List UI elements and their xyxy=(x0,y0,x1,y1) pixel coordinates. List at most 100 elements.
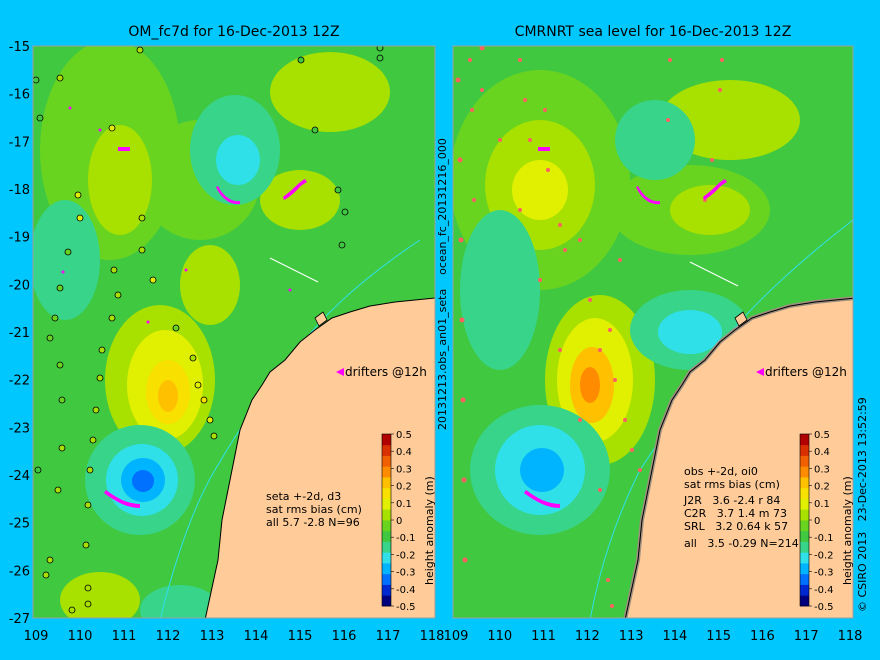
x-tick-label: 113 xyxy=(619,629,644,644)
colorbar-swatch xyxy=(800,487,809,499)
y-tick-label: -16 xyxy=(9,88,30,103)
x-tick-label: 109 xyxy=(24,629,49,644)
x-tick-label: 116 xyxy=(332,629,357,644)
right-stats-line: J2R 3.6 -2.4 r 84 xyxy=(683,494,780,507)
colorbar-swatch xyxy=(382,487,391,499)
drifters-right xyxy=(524,147,727,508)
drifters-legend-left: drifters @12h xyxy=(336,365,427,379)
x-tick-label: 110 xyxy=(487,629,512,644)
colorbar-left: 0.5 0.4 0.3 0.2 0.1 0 -0.1 -0.2 -0.3 -0.4 -0.5 xyxy=(381,430,416,613)
right-stats-line: obs +-2d, oi0 xyxy=(684,465,758,478)
y-tick-label: -21 xyxy=(9,326,30,341)
left-stats-line: seta +-2d, d3 xyxy=(266,490,341,503)
left-map-panel xyxy=(33,46,435,618)
x-tick-label: 114 xyxy=(244,629,269,644)
y-tick-label: -24 xyxy=(9,469,30,484)
colorbar-tick-label: 0 xyxy=(814,516,820,527)
colorbar-swatch xyxy=(800,466,809,478)
colorbar-swatch xyxy=(382,509,391,521)
right-stats: obs +-2d, oi0 sat rms bias (cm) J2R 3.6 … xyxy=(683,465,799,550)
x-tick-label: 111 xyxy=(531,629,556,644)
right-stats-line: SRL 3.2 0.64 k 57 xyxy=(684,520,788,533)
x-tick-label: 115 xyxy=(706,629,731,644)
colorbar-swatch xyxy=(800,509,809,521)
x-axis-labels-right: 109 110 111 112 113 114 115 116 117 118 xyxy=(444,629,863,644)
colorbar-tick-label: 0.3 xyxy=(396,464,412,475)
x-tick-label: 112 xyxy=(575,629,600,644)
colorbar-tick-label: 0.2 xyxy=(396,482,412,493)
drifters-label-left: drifters @12h xyxy=(345,365,427,379)
y-tick-label: -17 xyxy=(9,135,30,150)
x-tick-label: 115 xyxy=(288,629,313,644)
right-stats-line: sat rms bias (cm) xyxy=(684,478,780,491)
y-tick-label: -22 xyxy=(9,374,30,389)
obs-markers-left xyxy=(33,46,384,614)
colorbar-tick-label: 0.4 xyxy=(814,447,830,458)
colorbar-swatch xyxy=(382,477,391,489)
right-map-title: CMRNRT sea level for 16-Dec-2013 12Z xyxy=(515,24,792,40)
colorbar-tick-label: 0.2 xyxy=(814,482,830,493)
colorbar-tick-label: -0.5 xyxy=(814,602,834,613)
drifters-label-right: drifters @12h xyxy=(765,365,847,379)
colorbar-swatch xyxy=(800,584,809,596)
x-tick-label: 117 xyxy=(376,629,401,644)
y-tick-label: -15 xyxy=(9,40,30,55)
colorbar-swatch xyxy=(800,498,809,510)
colorbar-tick-label: 0.5 xyxy=(814,430,830,441)
y-tick-label: -19 xyxy=(9,231,30,246)
x-tick-label: 118 xyxy=(838,629,863,644)
colorbar-swatch xyxy=(800,455,809,467)
colorbar-swatch xyxy=(382,552,391,564)
left-stats-line: all 5.7 -2.8 N=96 xyxy=(266,516,360,529)
colorbar-swatch xyxy=(382,434,391,446)
colorbar-swatch xyxy=(800,563,809,575)
colorbar-tick-label: -0.2 xyxy=(396,550,416,561)
colorbar-right: 0.5 0.4 0.3 0.2 0.1 0 -0.1 -0.2 -0.3 -0.4 -0.5 xyxy=(799,430,834,613)
colorbar-swatch xyxy=(800,434,809,446)
colorbar-swatch xyxy=(382,530,391,542)
right-stats-line: C2R 3.7 1.4 m 73 xyxy=(684,507,787,520)
credit-label: © CSIRO 2013 23-Dec-2013 13:52:59 xyxy=(856,397,869,612)
x-axis-labels-left: 109 110 111 112 113 114 115 116 117 118 xyxy=(24,629,445,644)
colorbar-tick-label: 0.1 xyxy=(814,499,830,510)
x-tick-label: 113 xyxy=(200,629,225,644)
colorbar-tick-label: -0.1 xyxy=(396,533,416,544)
colorbar-tick-label: -0.1 xyxy=(814,533,834,544)
y-axis-labels: -15 -16 -17 -18 -19 -20 -21 -22 -23 -24 -25 -26 -27 xyxy=(9,40,30,627)
x-tick-label: 109 xyxy=(444,629,469,644)
drifters-left xyxy=(61,106,307,508)
x-tick-label: 114 xyxy=(662,629,687,644)
colorbar-tick-label: 0.5 xyxy=(396,430,412,441)
left-map-title: OM_fc7d for 16-Dec-2013 12Z xyxy=(128,24,339,40)
colorbar-swatch xyxy=(382,498,391,510)
colorbar-swatch xyxy=(382,541,391,553)
colorbar-swatch xyxy=(382,573,391,585)
colorbar-tick-label: 0.4 xyxy=(396,447,412,458)
colorbar-swatch xyxy=(800,444,809,456)
colorbar-swatch xyxy=(800,595,809,607)
y-tick-label: -26 xyxy=(9,564,30,579)
colorbar-swatch xyxy=(800,520,809,532)
colorbar-swatch xyxy=(800,530,809,542)
colorbar-label-left: height anomaly (m) xyxy=(423,476,436,585)
x-tick-label: 111 xyxy=(112,629,137,644)
x-tick-label: 118 xyxy=(420,629,445,644)
x-tick-label: 112 xyxy=(156,629,181,644)
drifters-legend-right: drifters @12h xyxy=(756,365,847,379)
colorbar-tick-label: 0 xyxy=(396,516,402,527)
right-map-panel xyxy=(453,46,853,618)
colorbar-tick-label: -0.3 xyxy=(814,568,834,579)
y-tick-label: -25 xyxy=(9,517,30,532)
colorbar-swatch xyxy=(382,466,391,478)
colorbar-swatch xyxy=(800,477,809,489)
colorbar-swatch xyxy=(382,595,391,607)
colorbar-tick-label: -0.2 xyxy=(814,550,834,561)
x-tick-label: 116 xyxy=(750,629,775,644)
x-tick-label: 110 xyxy=(68,629,93,644)
left-stats: seta +-2d, d3 sat rms bias (cm) all 5.7 … xyxy=(266,490,362,529)
y-tick-label: -20 xyxy=(9,278,30,293)
x-tick-label: 117 xyxy=(794,629,819,644)
y-tick-label: -23 xyxy=(9,421,30,436)
y-tick-label: -18 xyxy=(9,183,30,198)
